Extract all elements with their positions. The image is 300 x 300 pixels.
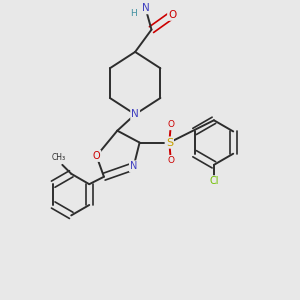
Text: N: N	[142, 3, 149, 13]
Text: H: H	[130, 9, 137, 18]
Text: N: N	[131, 109, 139, 119]
Text: CH₃: CH₃	[52, 153, 66, 162]
Text: S: S	[166, 138, 173, 148]
Text: O: O	[93, 151, 100, 161]
Text: O: O	[168, 10, 176, 20]
Text: Cl: Cl	[209, 176, 219, 186]
Text: O: O	[167, 120, 174, 129]
Text: N: N	[130, 161, 137, 171]
Text: O: O	[167, 156, 174, 165]
